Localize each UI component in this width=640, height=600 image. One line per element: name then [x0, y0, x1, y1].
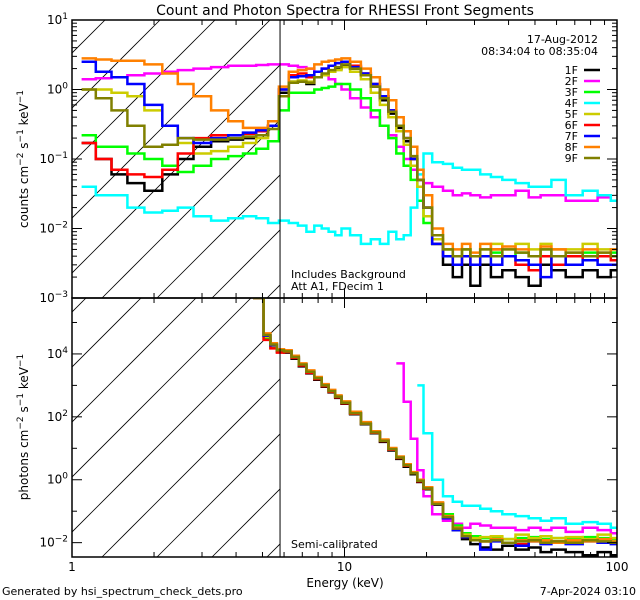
- hatch-line: [72, 323, 281, 533]
- hatch-line: [266, 543, 281, 557]
- x-tick-labels: 1 10 100: [68, 560, 628, 574]
- hatch-line: [156, 433, 281, 557]
- hatch-line: [72, 20, 216, 164]
- count-series-group: [81, 57, 617, 288]
- legend-item-7F: 7F: [565, 130, 600, 143]
- y-tick-label: 102: [47, 409, 68, 424]
- series-6F-photons: [253, 298, 617, 546]
- hatch-line: [72, 20, 271, 219]
- legend-label: 5F: [565, 108, 578, 121]
- hatch-line: [101, 378, 281, 557]
- y-tick-label: 104: [47, 346, 68, 361]
- annotation-attenuator: Att A1, FDecim 1: [291, 280, 384, 293]
- count-spectra-panel: 101 100 10−1 10−2 10−3 counts cm−2 s−1 keV−1…: [0, 0, 618, 305]
- legend-time-range: 08:34:04 to 08:35:04: [481, 45, 598, 58]
- photon-series-group: [253, 298, 617, 557]
- y-tick-label: 10−1: [39, 151, 68, 166]
- x-tick-label: 1: [68, 560, 76, 574]
- hatch-line: [72, 298, 142, 368]
- legend-item-9F: 9F: [565, 152, 600, 165]
- legend-item-4F: 4F: [565, 97, 600, 110]
- hatch-line: [0, 257, 72, 557]
- chart-title: Count and Photon Spectra for RHESSI Fron…: [156, 3, 534, 19]
- footer-generated-by: Generated by hsi_spectrum_check_dets.pro: [2, 585, 243, 598]
- legend-date: 17-Aug-2012: [527, 33, 598, 46]
- bottom-axis-ticks: 104 102 100 10−2: [39, 298, 617, 557]
- footer-timestamp: 7-Apr-2024 03:10: [540, 585, 636, 598]
- hatch-line: [322, 257, 622, 557]
- hatch-line: [211, 229, 281, 298]
- legend-label: 7F: [565, 130, 578, 143]
- legend-label: 6F: [565, 119, 578, 132]
- legend-label: 4F: [565, 97, 578, 110]
- photon-spectra-panel: 104 102 100 10−2 photons cm−2 s−1 keV−1 Sem…: [0, 257, 640, 590]
- legend-label: 8F: [565, 141, 578, 154]
- hatch-line: [156, 174, 281, 298]
- series-7F-photons: [253, 298, 617, 551]
- bottom-y-axis-label: photons cm−2 s−1 keV−1: [16, 354, 31, 500]
- hatch-line: [72, 298, 252, 478]
- legend-item-1F: 1F: [565, 64, 600, 77]
- hatch-line: [211, 488, 281, 557]
- hatch-line: [0, 0, 72, 298]
- series-9F-photons: [253, 298, 617, 544]
- legend-label: 9F: [565, 152, 578, 165]
- top-y-axis-label: counts cm−2 s−1 keV−1: [16, 90, 31, 228]
- legend-item-2F: 2F: [565, 75, 600, 88]
- y-tick-label: 101: [47, 12, 68, 27]
- annotation-semi-calibrated: Semi-calibrated: [291, 538, 378, 551]
- y-tick-label: 100: [47, 82, 68, 97]
- hatch-line: [72, 64, 281, 274]
- series-2F-photons: [396, 362, 617, 535]
- y-tick-label: 10−3: [39, 290, 68, 305]
- legend-item-8F: 8F: [565, 141, 600, 154]
- legend-label: 3F: [565, 86, 578, 99]
- top-axis-ticks: 101 100 10−1 10−2 10−3: [39, 12, 617, 305]
- legend-item-3F: 3F: [565, 86, 600, 99]
- hatch-line: [72, 20, 161, 109]
- excluded-region-hatch-bottom: [0, 257, 640, 557]
- x-tick-label: 10: [337, 560, 352, 574]
- series-8F-counts: [81, 57, 617, 258]
- legend-item-6F: 6F: [565, 119, 600, 132]
- legend-label: 1F: [565, 64, 578, 77]
- series-4F-counts: [81, 152, 617, 246]
- series-9F-counts: [81, 63, 617, 258]
- x-tick-label: 100: [606, 560, 629, 574]
- hatch-line: [72, 298, 87, 313]
- series-4F-photons: [417, 384, 617, 529]
- hatch-line: [432, 257, 640, 557]
- annotation-background: Includes Background: [291, 268, 406, 281]
- legend-item-5F: 5F: [565, 108, 600, 121]
- y-tick-label: 100: [47, 472, 68, 487]
- series-1F-photons: [253, 298, 617, 557]
- hatch-line: [101, 119, 281, 298]
- legend-label: 2F: [565, 75, 578, 88]
- hatch-line: [72, 298, 197, 423]
- x-axis-label: Energy (keV): [306, 576, 383, 590]
- y-tick-label: 10−2: [39, 221, 68, 236]
- y-tick-label: 10−2: [39, 535, 68, 550]
- legend: 17-Aug-2012 08:34:04 to 08:35:04 1F2F3F4…: [481, 33, 600, 165]
